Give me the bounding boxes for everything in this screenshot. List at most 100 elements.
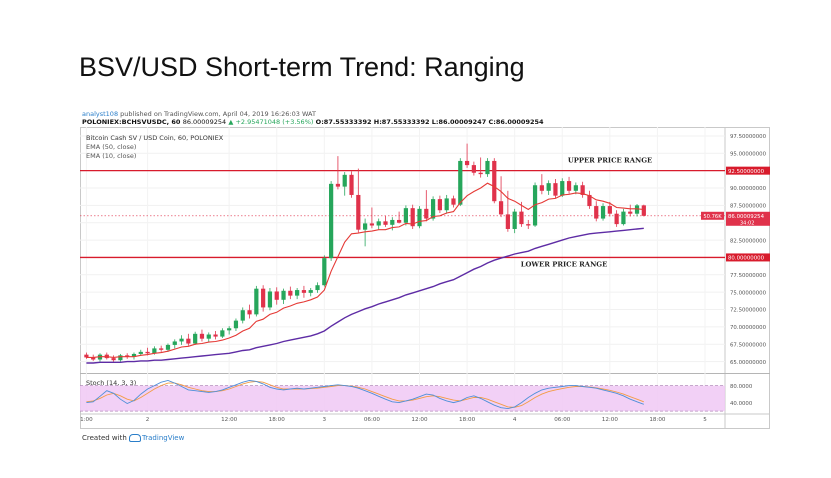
ema50-line <box>86 227 644 364</box>
candle-body <box>390 219 395 225</box>
stoch-tick-label: 40.0000 <box>730 401 753 407</box>
candle-body <box>594 206 599 219</box>
author-link[interactable]: analyst108 <box>82 110 119 118</box>
time-tick-label: 18:00 <box>459 417 476 423</box>
candle-body <box>329 183 334 259</box>
candle-body <box>254 288 259 315</box>
level-annotation: UPPER PRICE RANGE <box>568 157 652 165</box>
candle-body <box>213 334 218 337</box>
price-tick-label: 95.00000000 <box>730 152 767 158</box>
publish-info: analyst108 published on TradingView.com,… <box>82 110 316 118</box>
candle-body <box>444 198 449 211</box>
candle-body <box>145 351 150 354</box>
time-tick-label: 06:00 <box>364 417 381 423</box>
candle-body <box>566 181 572 191</box>
price-tick-label: 65.00000000 <box>730 360 767 366</box>
candle-body <box>152 348 157 354</box>
time-tick-label: 12:00 <box>221 417 238 423</box>
candlestick-series <box>84 143 646 362</box>
slide-title: BSV/USD Short-term Trend: Ranging <box>79 52 525 82</box>
candle-body <box>206 334 211 339</box>
candle-body <box>424 208 429 219</box>
price-level-tag-label: 92.50000000 <box>728 169 765 175</box>
time-tick-label: 3 <box>323 417 327 423</box>
change-value: ▲ +2.95471048 (+3.56%) <box>228 118 314 126</box>
candle-body <box>111 358 116 361</box>
candle-body <box>125 355 130 357</box>
chart-frame <box>80 127 770 429</box>
time-tick-label: 4 <box>513 417 517 423</box>
candle-body <box>519 211 524 225</box>
candle-body <box>91 357 96 360</box>
time-tick-label: 2 <box>146 417 150 423</box>
low-value: L:86.00009247 <box>431 118 487 126</box>
candle-body <box>546 183 551 191</box>
candle-body <box>410 208 415 227</box>
candle-body <box>478 172 483 175</box>
candle-body <box>369 223 375 226</box>
price-level-tag <box>726 166 770 175</box>
price-tick-label: 97.50000000 <box>730 134 767 140</box>
ema10-line <box>86 182 644 358</box>
close-value: C:86.00009254 <box>488 118 544 126</box>
candle-body <box>247 310 252 315</box>
last-price-label: 86.00009254 <box>728 214 765 220</box>
candle-body <box>614 213 619 225</box>
time-axis[interactable]: 1:00 2 12:00 18:00 3 06:00 12:00 18:00 4 06:00 12:… <box>80 417 707 423</box>
candle-body <box>363 223 368 230</box>
candle-body <box>512 211 517 229</box>
legend-stoch: Stoch (14, 3, 3) <box>86 379 136 387</box>
candle-body <box>628 211 633 214</box>
candle-body <box>349 174 354 195</box>
legend-title: Bitcoin Cash SV / USD Coin, 60, POLONIEX <box>86 134 224 142</box>
candle-body <box>199 333 205 339</box>
candle-body <box>383 221 388 225</box>
countdown-tag <box>701 211 724 220</box>
candle-body <box>526 224 531 226</box>
candle-body <box>342 174 347 187</box>
candle-body <box>587 194 592 207</box>
high-value: H:87.55333392 <box>373 118 430 126</box>
candle-body <box>274 291 279 300</box>
candle-body <box>172 341 177 345</box>
candle-body <box>227 328 232 331</box>
price-axis[interactable]: 97.50000000 95.00000000 92.50000000 90.0000… <box>701 134 770 407</box>
candle-body <box>267 291 273 308</box>
candle-body <box>138 351 143 354</box>
candle-body <box>417 208 422 227</box>
candle-body <box>580 185 585 195</box>
candle-body <box>560 181 565 196</box>
candle-body <box>492 160 497 202</box>
candle-body <box>498 201 504 215</box>
tradingview-link[interactable]: TradingView <box>142 434 185 442</box>
price-chart[interactable]: 97.50000000 95.00000000 92.50000000 90.0000… <box>80 127 770 429</box>
price-levels <box>80 170 725 259</box>
credit: Created with TradingView <box>82 434 184 442</box>
candle-body <box>600 206 606 219</box>
candle-body <box>301 290 307 293</box>
time-tick-label: 12:00 <box>602 417 619 423</box>
ohlc-readout: POLONIEX:BCHSVUSDC, 60 86.00009254 ▲ +2.… <box>82 118 544 126</box>
candle-body <box>261 288 266 308</box>
candle-body <box>295 290 300 296</box>
candle-body <box>437 199 442 211</box>
price-level-tag-label: 80.00000000 <box>728 256 765 262</box>
price-tick-label: 82.50000000 <box>730 238 767 244</box>
candle-body <box>220 330 225 337</box>
candle-body <box>641 205 646 216</box>
stoch-k-line <box>86 380 644 410</box>
tradingview-logo-icon <box>129 434 142 442</box>
legend-ema50: EMA (50, close) <box>86 143 136 151</box>
price-tick-label: 72.50000000 <box>730 308 767 314</box>
candle-body <box>240 310 245 321</box>
time-tick-label: 12:00 <box>411 417 428 423</box>
candle-body <box>553 183 558 196</box>
candle-body <box>159 348 164 350</box>
candle-body <box>376 221 381 226</box>
candle-body <box>485 160 490 175</box>
symbol-label: POLONIEX:BCHSVUSDC, 60 <box>82 118 181 126</box>
candle-body <box>396 219 402 223</box>
candle-body <box>84 354 89 358</box>
candle-body <box>193 333 198 344</box>
candle-body <box>179 338 184 342</box>
